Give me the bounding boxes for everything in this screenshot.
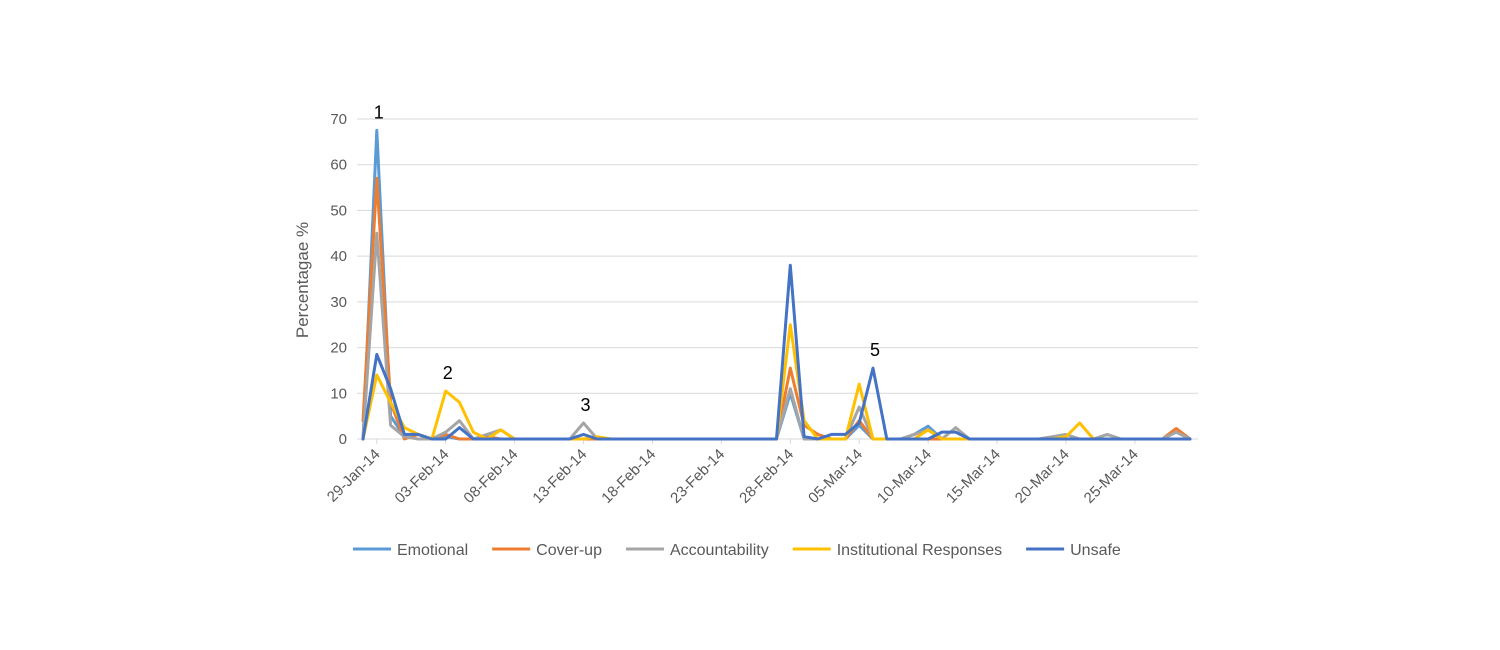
x-tick-label: 18-Feb-14 [598,446,659,507]
series-line-accountability [361,231,1192,441]
y-tick-label: 70 [330,111,347,128]
legend-label: Unsafe [1070,542,1121,559]
series-line-emotional [361,128,1192,441]
x-tick-label: 10-Mar-14 [874,446,935,507]
legend: Emotional Cover-up Accountability Instituti… [353,542,1121,559]
y-tick-label: 60 [330,157,347,174]
y-axis-tick-labels: 0 10 20 30 40 50 60 70 [330,111,347,448]
x-tick-label: 05-Mar-14 [805,446,866,507]
x-tick-label: 29-Jan-14 [324,446,384,506]
y-tick-label: 20 [330,340,347,357]
x-tick-label: 13-Feb-14 [529,446,590,507]
x-tick-label: 23-Feb-14 [667,446,728,507]
series-line-cover-up [361,176,1192,441]
gridlines [357,118,1198,394]
y-tick-label: 50 [330,202,347,219]
peak-annotation: 2 [443,363,453,383]
legend-item: Institutional Responses [792,542,1002,559]
x-tick-label: 15-Mar-14 [943,446,1004,507]
peak-annotation: 1 [374,102,384,122]
y-axis-title: Percentagae % [293,222,312,338]
series-lines [361,128,1192,441]
y-tick-label: 0 [339,431,347,448]
y-tick-label: 10 [330,385,347,402]
x-tick-label: 08-Feb-14 [460,446,521,507]
peak-annotation: 3 [581,395,591,415]
x-tick-label: 25-Mar-14 [1081,446,1142,507]
x-tick-label: 03-Feb-14 [392,446,453,507]
x-tick-label: 20-Mar-14 [1012,446,1073,507]
x-tick-label: 28-Feb-14 [736,446,797,507]
series-line-unsafe [361,263,1192,441]
x-axis-tick-labels: 29-Jan-14 03-Feb-14 08-Feb-14 13-Feb-14 18-F… [324,446,1142,507]
legend-label: Accountability [670,542,769,559]
peak-annotation: 5 [870,340,880,360]
y-tick-label: 40 [330,248,347,265]
legend-item: Accountability [625,542,769,559]
legend-item: Emotional [353,542,468,559]
y-tick-label: 30 [330,294,347,311]
legend-item: Cover-up [492,542,602,559]
legend-label: Cover-up [536,542,602,559]
legend-label: Emotional [397,542,468,559]
peak-annotations: 1 2 3 5 [374,102,880,415]
legend-label: Institutional Responses [837,542,1002,559]
legend-item: Unsafe [1026,542,1121,559]
